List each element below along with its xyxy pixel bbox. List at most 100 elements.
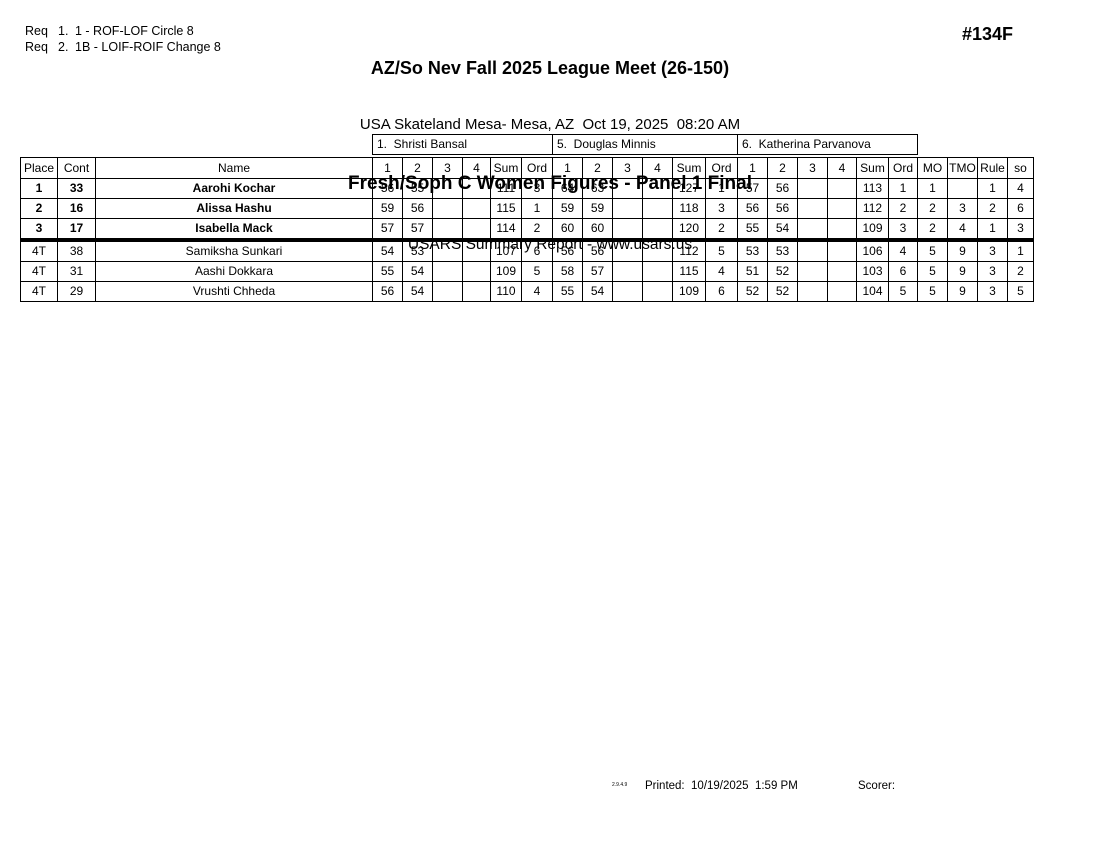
score-cell xyxy=(797,261,828,282)
score-cell xyxy=(462,218,491,241)
req-description: 1 - ROF-LOF Circle 8 xyxy=(75,24,194,38)
ord-header: Ord xyxy=(888,157,918,179)
score-col-header: 1 xyxy=(737,157,768,179)
name-cell: Isabella Mack xyxy=(95,218,373,241)
score-cell xyxy=(462,238,491,262)
sum-cell: 112 xyxy=(672,238,706,262)
name-cell: Alissa Hashu xyxy=(95,198,373,219)
score-cell: 56 xyxy=(402,198,433,219)
sum-cell: 120 xyxy=(672,218,706,241)
sum-header: Sum xyxy=(672,157,706,179)
score-col-header: 1 xyxy=(372,157,403,179)
report-number: #134F xyxy=(962,24,1014,44)
ord-cell: 5 xyxy=(705,238,738,262)
ord-cell: 2 xyxy=(888,198,918,219)
req-description: 1B - LOIF-ROIF Change 8 xyxy=(75,40,221,54)
ord-header: Ord xyxy=(705,157,738,179)
ord-cell: 1 xyxy=(521,198,553,219)
score-cell xyxy=(797,281,828,302)
so-cell: 5 xyxy=(1007,281,1034,302)
place-cell: 2 xyxy=(20,198,58,219)
name-cell: Vrushti Chheda xyxy=(95,281,373,302)
place-cell: 1 xyxy=(20,178,58,199)
place-cell: 3 xyxy=(20,218,58,241)
requirement-line: Req 1. 1 - ROF-LOF Circle 8 xyxy=(25,24,221,39)
sum-cell: 110 xyxy=(490,281,522,302)
mo-cell: 5 xyxy=(917,238,948,262)
so-cell: 2 xyxy=(1007,261,1034,282)
mo-cell: 1 xyxy=(917,178,948,199)
score-col-header: 3 xyxy=(612,157,643,179)
ord-cell: 6 xyxy=(521,238,553,262)
name-cell: Aashi Dokkara xyxy=(95,261,373,282)
software-version-text: 2.9.4.9 xyxy=(612,782,628,788)
req-number: 2. xyxy=(58,40,69,54)
score-cell xyxy=(612,218,643,241)
rule-cell: 3 xyxy=(977,281,1008,302)
mo-cell: 5 xyxy=(917,261,948,282)
sum-header: Sum xyxy=(490,157,522,179)
mo-header: MO xyxy=(917,157,948,179)
results-table: Place Cont Name 1 2 3 4 Sum Ord 1 2 3 4 … xyxy=(20,157,1034,302)
score-col-header: 4 xyxy=(462,157,491,179)
score-cell: 51 xyxy=(737,261,768,282)
score-cell xyxy=(642,178,673,199)
ord-cell: 4 xyxy=(521,281,553,302)
score-cell: 59 xyxy=(552,198,583,219)
place-header: Place xyxy=(20,157,58,179)
score-cell: 57 xyxy=(402,218,433,241)
ord-cell: 2 xyxy=(705,218,738,241)
score-cell: 54 xyxy=(372,238,403,262)
place-cell: 4T xyxy=(20,238,58,262)
table-row: 1 33 Aarohi Kochar 56 55 111 3 64 63 127… xyxy=(20,178,1034,199)
ord-header: Ord xyxy=(521,157,553,179)
score-cell: 55 xyxy=(402,178,433,199)
tmo-cell xyxy=(947,178,978,199)
score-cell: 63 xyxy=(582,178,613,199)
column-header-row: Place Cont Name 1 2 3 4 Sum Ord 1 2 3 4 … xyxy=(20,157,1034,179)
cont-cell: 38 xyxy=(57,238,96,262)
score-col-header: 2 xyxy=(582,157,613,179)
sum-cell: 118 xyxy=(672,198,706,219)
score-cell: 58 xyxy=(552,261,583,282)
score-cell: 53 xyxy=(402,238,433,262)
tmo-cell: 9 xyxy=(947,261,978,282)
so-cell: 6 xyxy=(1007,198,1034,219)
score-cell xyxy=(462,178,491,199)
score-cell: 54 xyxy=(402,261,433,282)
score-cell: 56 xyxy=(582,238,613,262)
sum-cell: 113 xyxy=(856,178,889,199)
mo-cell: 2 xyxy=(917,198,948,219)
score-cell xyxy=(612,178,643,199)
table-row: 4T 38 Samiksha Sunkari 54 53 107 6 56 56… xyxy=(20,238,1034,262)
rule-header: Rule xyxy=(977,157,1008,179)
judge-name-box: 6. Katherina Parvanova xyxy=(737,134,918,155)
cont-cell: 17 xyxy=(57,218,96,241)
cont-cell: 29 xyxy=(57,281,96,302)
score-cell xyxy=(612,238,643,262)
score-cell: 53 xyxy=(737,238,768,262)
ord-cell: 3 xyxy=(888,218,918,241)
score-cell xyxy=(432,238,463,262)
score-cell xyxy=(797,218,828,241)
table-row: 4T 29 Vrushti Chheda 56 54 110 4 55 54 1… xyxy=(20,281,1034,302)
rule-cell: 2 xyxy=(977,198,1008,219)
place-cell: 4T xyxy=(20,261,58,282)
score-cell xyxy=(827,218,857,241)
rule-cell: 1 xyxy=(977,218,1008,241)
score-cell xyxy=(432,218,463,241)
score-cell: 56 xyxy=(372,281,403,302)
score-col-header: 3 xyxy=(432,157,463,179)
judge-header-row: 1. Shristi Bansal 5. Douglas Minnis 6. K… xyxy=(372,134,918,155)
score-cell: 56 xyxy=(767,198,798,219)
score-cell: 59 xyxy=(582,198,613,219)
score-cell: 57 xyxy=(372,218,403,241)
tmo-cell: 9 xyxy=(947,238,978,262)
mo-cell: 5 xyxy=(917,281,948,302)
ord-cell: 5 xyxy=(521,261,553,282)
score-col-header: 3 xyxy=(797,157,828,179)
ord-cell: 4 xyxy=(888,238,918,262)
score-cell: 55 xyxy=(737,218,768,241)
tmo-header: TMO xyxy=(947,157,978,179)
